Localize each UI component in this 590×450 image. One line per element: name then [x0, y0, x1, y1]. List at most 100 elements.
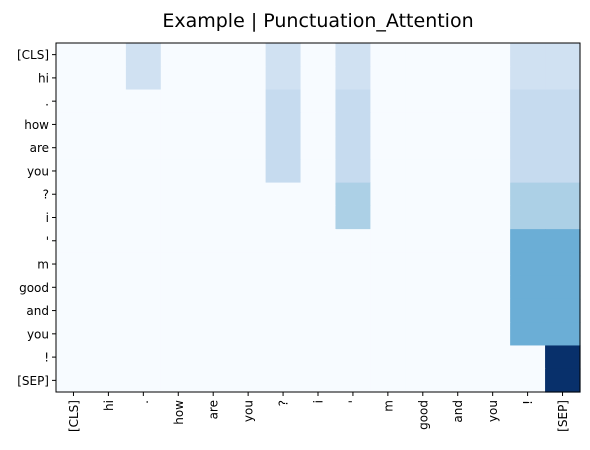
heatmap-cell: [370, 229, 406, 253]
heatmap-cell: [300, 275, 337, 300]
heatmap-cell: [265, 112, 302, 137]
heatmap-cell: [545, 43, 581, 67]
heatmap-cell: [475, 229, 511, 253]
heatmap-cell: [370, 89, 406, 114]
x-tick-label: you: [486, 400, 500, 422]
heatmap-cell: [125, 89, 162, 114]
heatmap-cell: [300, 298, 337, 323]
heatmap-cell: [160, 43, 197, 67]
heatmap-cell: [475, 182, 511, 207]
heatmap-cell: [510, 345, 546, 370]
x-tick-label: !: [521, 400, 535, 405]
heatmap-cell: [510, 182, 546, 207]
heatmap-cell: [56, 43, 92, 67]
heatmap-cell: [405, 205, 441, 230]
heatmap-cell: [56, 322, 92, 347]
heatmap-cell: [405, 252, 441, 277]
heatmap-cell: [405, 136, 441, 160]
heatmap-cell: [230, 275, 267, 300]
heatmap-cell: [160, 345, 197, 370]
heatmap-cell: [230, 112, 267, 137]
heatmap-cell: [475, 345, 511, 370]
heatmap-cell: [125, 43, 162, 67]
heatmap-cell: [545, 345, 581, 370]
heatmap-cell: [545, 89, 581, 114]
heatmap-cell: [56, 275, 92, 300]
heatmap-cell: [90, 252, 127, 277]
heatmap-cell: [300, 43, 337, 67]
heatmap-cell: [56, 229, 92, 253]
heatmap-cell: [265, 275, 302, 300]
heatmap-cell: [90, 275, 127, 300]
heatmap-cell: [300, 112, 337, 137]
heatmap-cell: [475, 322, 511, 347]
heatmap-cell: [265, 322, 302, 347]
heatmap-cell: [195, 182, 232, 207]
heatmap-cell: [56, 368, 92, 393]
heatmap-cell: [125, 182, 162, 207]
heatmap-cell: [440, 275, 476, 300]
x-tick-label: ?: [277, 400, 291, 406]
heatmap-cell: [335, 112, 371, 137]
heatmap-cell: [405, 298, 441, 323]
y-tick-label: good: [19, 281, 49, 295]
heatmap-cell: [545, 275, 581, 300]
heatmap-cell: [475, 205, 511, 230]
heatmap-cell: [545, 252, 581, 277]
heatmap-cell: [195, 322, 232, 347]
heatmap-cell: [335, 182, 371, 207]
heatmap-cell: [335, 322, 371, 347]
heatmap-cell: [56, 112, 92, 137]
heatmap-cell: [300, 182, 337, 207]
heatmap-cell: [545, 136, 581, 160]
heatmap-cell: [545, 205, 581, 230]
heatmap-cell: [300, 89, 337, 114]
y-tick-label: are: [30, 141, 49, 155]
heatmap-cell: [440, 66, 476, 91]
heatmap-cell: [405, 229, 441, 253]
heatmap-cell: [335, 252, 371, 277]
heatmap-cell: [265, 252, 302, 277]
heatmap-cell: [265, 43, 302, 67]
heatmap-cell: [405, 368, 441, 393]
x-tick-label: i: [312, 400, 326, 403]
x-tick-label: good: [416, 400, 430, 430]
heatmap-cell: [545, 112, 581, 137]
heatmap-cell: [510, 298, 546, 323]
heatmap-cell: [230, 322, 267, 347]
plot-frame: [55, 42, 581, 393]
heatmap-cell: [265, 229, 302, 253]
heatmap-cell: [405, 112, 441, 137]
heatmap-cell: [195, 229, 232, 253]
heatmap-cell: [510, 89, 546, 114]
heatmap-cell: [440, 112, 476, 137]
heatmap-cell: [56, 345, 92, 370]
heatmap-cell: [125, 229, 162, 253]
heatmap-cell: [265, 89, 302, 114]
heatmap-cell: [405, 89, 441, 114]
heatmap-cell: [405, 43, 441, 67]
heatmap-cell: [56, 66, 92, 91]
heatmap-cell: [265, 182, 302, 207]
heatmap-cell: [545, 229, 581, 253]
heatmap-cell: [125, 322, 162, 347]
heatmap-cell: [195, 368, 232, 393]
heatmap-cell: [510, 229, 546, 253]
y-tick-label: hi: [38, 71, 49, 85]
heatmap-cell: [90, 322, 127, 347]
heatmap-cell: [300, 368, 337, 393]
heatmap-cell: [300, 252, 337, 277]
heatmap-cell: [405, 275, 441, 300]
heatmap-cell: [370, 252, 406, 277]
heatmap-cell: [475, 252, 511, 277]
heatmap-cell: [90, 89, 127, 114]
heatmap-cell: [160, 252, 197, 277]
heatmap-cell: [230, 205, 267, 230]
heatmap-cell: [475, 66, 511, 91]
heatmap-cell: [265, 205, 302, 230]
heatmap-cell: [160, 112, 197, 137]
heatmap-cell: [160, 205, 197, 230]
heatmap-cell: [440, 345, 476, 370]
heatmap-cell: [440, 229, 476, 253]
